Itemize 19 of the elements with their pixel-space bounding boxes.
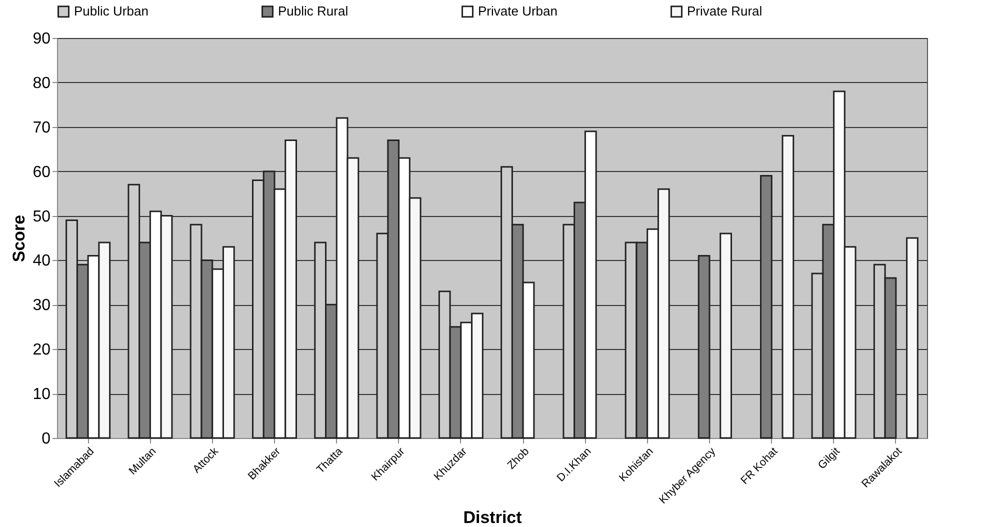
y-axis-title: Score [10, 214, 29, 262]
legend-label: Public Rural [278, 4, 348, 19]
y-tick-label: 30 [32, 297, 51, 314]
bar [906, 237, 918, 439]
y-tick-label: 0 [42, 430, 51, 448]
bar [782, 135, 794, 439]
y-tick-label: 80 [32, 74, 51, 92]
legend-label: Public Urban [74, 4, 148, 19]
bar [720, 232, 732, 439]
legend-label: Private Urban [478, 4, 558, 19]
y-tick-label: 20 [32, 342, 51, 359]
y-tick-label: 60 [32, 164, 51, 181]
y-tick-label: 10 [32, 386, 51, 404]
y-tick-label: 70 [32, 119, 51, 136]
x-axis-title: District [463, 508, 522, 527]
y-tick-label: 90 [32, 30, 51, 48]
legend-label: Private Rural [687, 4, 762, 19]
y-tick-label: 40 [32, 252, 51, 270]
y-tick-label: 50 [32, 208, 51, 226]
